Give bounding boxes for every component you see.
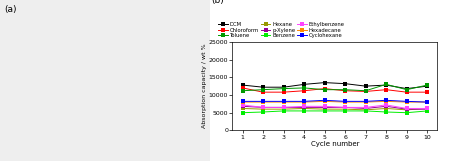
X-axis label: Cycle number: Cycle number — [311, 141, 359, 147]
Legend: DCM, Chloroform, Toluene, Hexane, p-Xylene, Benzene, Ethylbenzene, Hexadecane, C: DCM, Chloroform, Toluene, Hexane, p-Xyle… — [218, 22, 344, 38]
Text: (b): (b) — [212, 0, 225, 5]
Text: (a): (a) — [4, 5, 17, 14]
Y-axis label: Absorption capacity / wt %: Absorption capacity / wt % — [202, 44, 207, 128]
FancyBboxPatch shape — [0, 0, 210, 161]
